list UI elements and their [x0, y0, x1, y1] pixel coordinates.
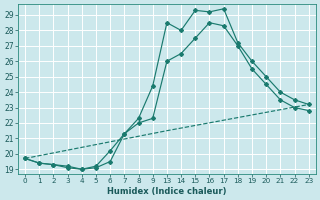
- X-axis label: Humidex (Indice chaleur): Humidex (Indice chaleur): [107, 187, 227, 196]
